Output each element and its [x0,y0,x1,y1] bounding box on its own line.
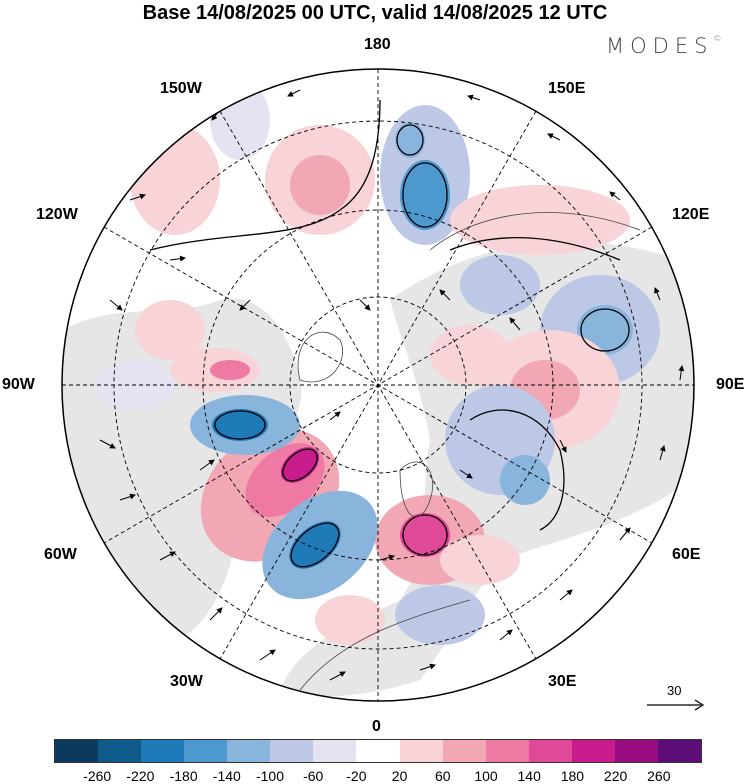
colorbar-tick-label: 60 [435,768,451,784]
lon-label-150e: 150E [548,80,586,97]
contour-lines [149,99,630,568]
colorbar-swatch [55,740,99,762]
lon-label-30w: 30W [170,673,203,690]
colorbar-tick-label: 20 [391,768,408,784]
lon-label-120w: 120W [36,206,78,223]
brand-text: MODES [606,34,714,58]
colorbar-tick-label: -260 [83,768,112,784]
colorbar-tick-label: 180 [560,768,585,784]
colorbar-tick-label: -100 [255,768,285,784]
modes-logo: MODES© [606,34,721,58]
lon-label-30e: 30E [548,673,577,690]
colorbar-tick-label: 220 [603,768,628,784]
copyright-mark: © [713,34,722,43]
colorbar-swatch [571,740,615,762]
colorbar-swatch [614,740,658,762]
lon-label-120e: 120E [672,206,710,223]
reference-vector-value: 30 [667,683,682,698]
wind-vectors [99,89,685,681]
lon-label-60e: 60E [672,546,701,563]
colorbar-tick-label: -180 [169,768,198,784]
reference-vector-arrow [647,699,705,711]
colorbar-swatch [485,740,529,762]
lon-label-90e: 90E [716,376,745,393]
map-title: Base 14/08/2025 00 UTC, valid 14/08/2025… [142,2,608,24]
colorbar-swatch [657,740,701,762]
colorbar-tick-label: -140 [212,768,241,784]
colorbar-tick-label: 260 [647,768,671,784]
lon-label-60w: 60W [44,546,77,563]
lon-label-150w: 150W [160,80,202,97]
colorbar [54,739,702,763]
coastlines [297,212,641,691]
lon-label-90w: 90W [2,376,35,393]
colorbar-swatch [528,740,572,762]
colorbar-tick-label: 140 [517,768,541,784]
colorbar-tick-label: 100 [474,768,498,784]
colorbar-swatch [399,740,443,762]
graticule [62,69,694,701]
colorbar-swatch [227,740,271,762]
colorbar-swatch [270,740,314,762]
lon-label-0: 0 [372,718,381,735]
colorbar-swatch [356,740,400,762]
colorbar-swatch [141,740,185,762]
colorbar-swatch [442,740,486,762]
lon-label-180: 180 [364,36,391,53]
colorbar-swatch [98,740,142,762]
colorbar-tick-label: -220 [126,768,155,784]
colorbar-tick-label: -20 [346,768,367,784]
map-border [61,68,695,702]
colorbar-tick-label: -60 [303,768,324,784]
colorbar-swatch [184,740,228,762]
colorbar-swatch [313,740,357,762]
